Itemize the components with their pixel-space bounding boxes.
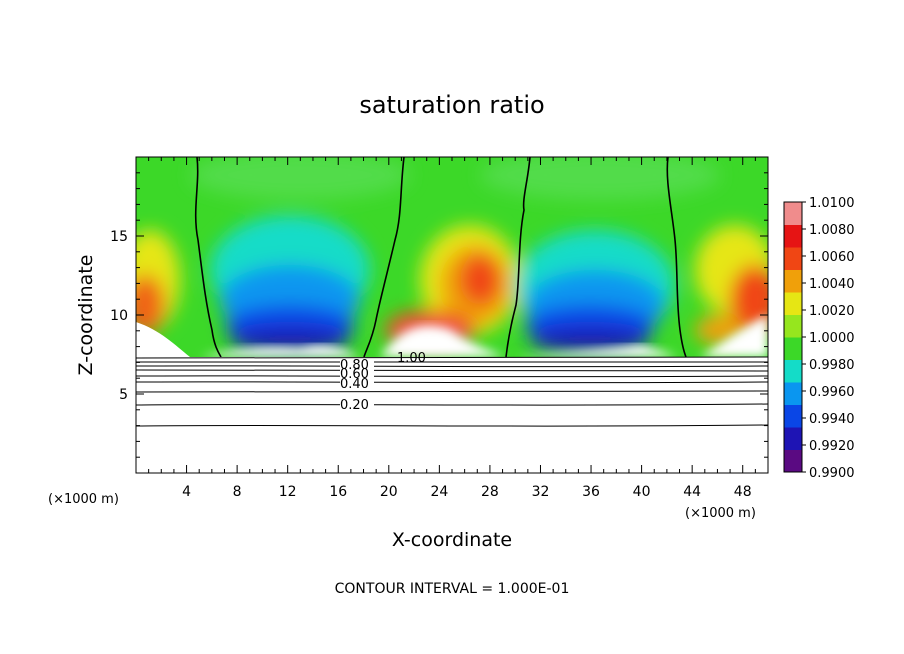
- x-tick-label: 36: [582, 484, 600, 500]
- colorbar-segment: [784, 449, 802, 473]
- unsaturated-zone: [136, 322, 190, 357]
- colorbar-label: 1.0060: [809, 250, 855, 265]
- colorbar-segment: [784, 404, 802, 428]
- saturation-field: [136, 157, 768, 357]
- contour-line-3: [505, 157, 531, 357]
- colorbar-label: 0.9920: [809, 439, 855, 454]
- y-axis-ticks: 5 10 15: [110, 172, 768, 458]
- x-tick-label: 48: [734, 484, 752, 500]
- contour-label-1.00: 1.00: [397, 351, 426, 366]
- contour-interval-note: CONTOUR INTERVAL = 1.000E-01: [335, 581, 570, 597]
- contour-label-0.40: 0.40: [340, 377, 369, 392]
- colorbar-label: 0.9960: [809, 385, 855, 400]
- colorbar-segment: [784, 224, 802, 248]
- x-tick-label: 32: [532, 484, 550, 500]
- y-axis-label: Z-coordinate: [75, 255, 97, 376]
- chart-title: saturation ratio: [359, 91, 544, 119]
- colorbar-label: 0.9980: [809, 358, 855, 373]
- colorbar-label: 0.9900: [809, 466, 855, 481]
- colorbar-segment: [784, 202, 802, 225]
- colorbar-label: 1.0080: [809, 223, 855, 238]
- colorbar-label: 1.0020: [809, 304, 855, 319]
- z-unit-label: (×1000 m): [48, 492, 119, 507]
- x-axis-ticks: 4 8 12 16 20 24 28 32 36 40 44 48: [148, 157, 756, 500]
- contour-labels: 0.80 0.60 0.40 0.20 1.00: [340, 351, 426, 413]
- x-unit-label: (×1000 m): [685, 506, 756, 521]
- x-tick-label: 44: [683, 484, 701, 500]
- colorbar-label: 1.0040: [809, 277, 855, 292]
- colorbar-label: 1.0000: [809, 331, 855, 346]
- x-tick-label: 12: [279, 484, 297, 500]
- colorbar-label: 1.0100: [809, 196, 855, 211]
- lower-contours: [135, 356, 769, 427]
- colorbar-segment: [784, 247, 802, 270]
- colorbar-segment: [784, 337, 802, 360]
- x-tick-label: 28: [481, 484, 499, 500]
- y-tick-label: 15: [110, 229, 128, 245]
- colorbar-segment: [784, 314, 802, 338]
- unity-contours: [194, 157, 687, 357]
- colorbar: 1.0100 1.0080 1.0060 1.0040 1.0020 1.0000 0.99…: [783, 196, 855, 481]
- x-tick-label: 4: [182, 484, 191, 500]
- x-tick-label: 20: [380, 484, 398, 500]
- x-tick-label: 8: [233, 484, 242, 500]
- x-tick-label: 40: [633, 484, 651, 500]
- contour-line-1: [194, 157, 222, 357]
- contour-line-4: [666, 157, 687, 357]
- colorbar-label: 0.9940: [809, 412, 855, 427]
- y-tick-label: 10: [110, 308, 128, 324]
- y-tick-label: 5: [119, 387, 128, 403]
- x-axis-label: X-coordinate: [392, 529, 512, 551]
- colorbar-segment: [784, 359, 802, 383]
- x-tick-label: 24: [430, 484, 448, 500]
- x-tick-label: 16: [329, 484, 347, 500]
- colorbar-segment: [784, 382, 802, 405]
- colorbar-segment: [784, 269, 802, 293]
- contour-line-2: [363, 157, 405, 357]
- contour-label-0.20: 0.20: [340, 398, 369, 413]
- colorbar-segment: [784, 427, 802, 450]
- colorbar-segment: [784, 292, 802, 315]
